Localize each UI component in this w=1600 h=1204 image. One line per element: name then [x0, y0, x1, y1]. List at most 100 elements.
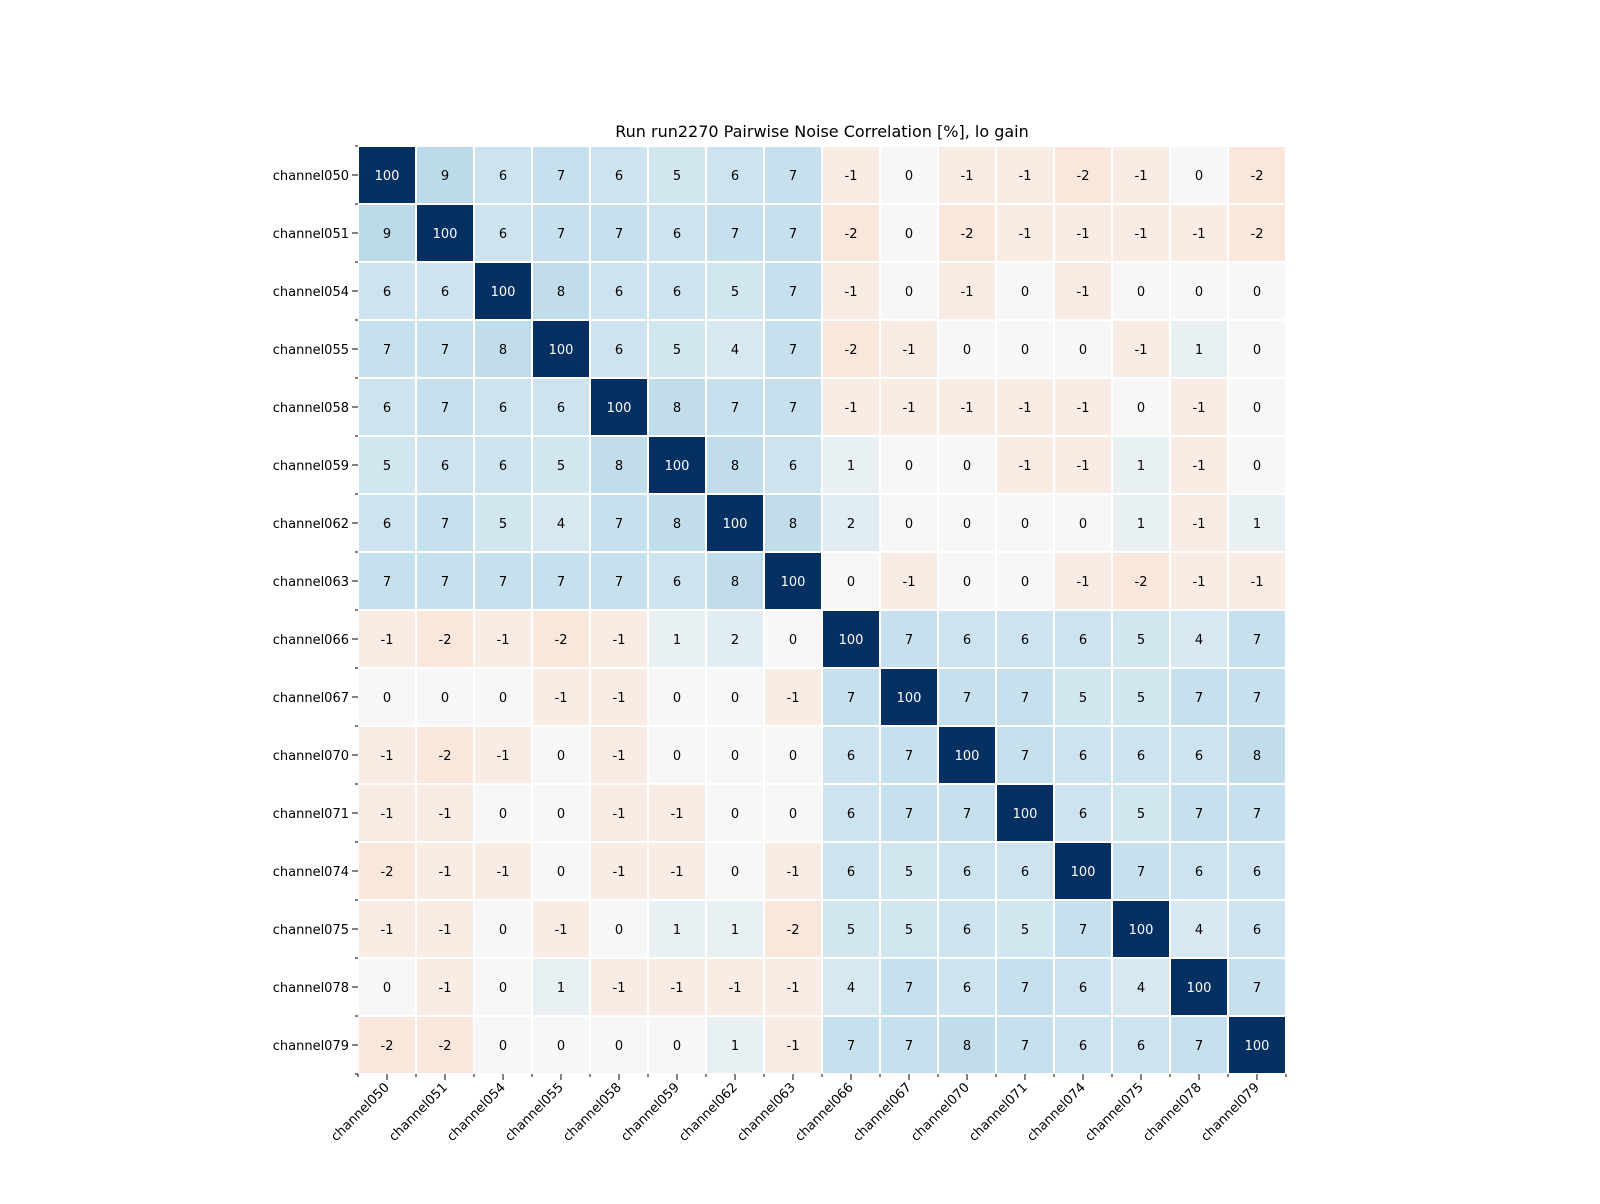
heatmap-cell — [1229, 1017, 1285, 1073]
cell-value-label: 6 — [557, 401, 565, 416]
heatmap-cell — [1171, 147, 1227, 203]
heatmap-cell — [591, 321, 647, 377]
cell-value-label: -2 — [845, 343, 858, 358]
heatmap-cell — [533, 147, 589, 203]
cell-value-label: -1 — [1019, 169, 1032, 184]
heatmap-cell — [533, 495, 589, 551]
cell-value-label: -1 — [439, 807, 452, 822]
y-tick-label: channel058 — [273, 401, 349, 416]
cell-value-label: 0 — [499, 981, 507, 996]
cell-value-label: 7 — [383, 343, 391, 358]
cell-value-label: 7 — [789, 285, 797, 300]
cell-value-label: -1 — [787, 865, 800, 880]
y-tick-label: channel071 — [273, 807, 349, 822]
heatmap-cell — [1113, 959, 1169, 1015]
cell-value-label: 6 — [615, 285, 623, 300]
cell-value-label: -1 — [1251, 575, 1264, 590]
heatmap-cell — [707, 959, 763, 1015]
heatmap-cell — [475, 437, 531, 493]
cell-value-label: 0 — [1021, 343, 1029, 358]
cell-value-label: 0 — [963, 459, 971, 474]
heatmap-cell — [1229, 553, 1285, 609]
heatmap-cell — [1229, 611, 1285, 667]
cell-value-label: -1 — [613, 981, 626, 996]
cell-value-label: 7 — [1021, 691, 1029, 706]
cell-value-label: 6 — [383, 401, 391, 416]
cell-value-label: 0 — [789, 807, 797, 822]
y-tick-label: channel066 — [273, 633, 349, 648]
heatmap-cell — [533, 437, 589, 493]
cell-value-label: 0 — [615, 1039, 623, 1054]
cell-value-label: -1 — [1019, 459, 1032, 474]
heatmap-cell — [649, 147, 705, 203]
cell-value-label: 7 — [615, 575, 623, 590]
cell-value-label: 6 — [963, 923, 971, 938]
heatmap-cell — [939, 495, 995, 551]
heatmap-cell — [765, 263, 821, 319]
heatmap-cell — [997, 147, 1053, 203]
cell-value-label: 4 — [731, 343, 739, 358]
cell-value-label: 7 — [963, 691, 971, 706]
cell-value-label: -1 — [555, 691, 568, 706]
cell-value-label: 7 — [1195, 691, 1203, 706]
cell-value-label: 6 — [1079, 749, 1087, 764]
cell-value-label: 100 — [839, 633, 864, 648]
x-tick-label: channel078 — [1140, 1080, 1205, 1145]
heatmap-cell — [1229, 495, 1285, 551]
cell-value-label: 4 — [847, 981, 855, 996]
cell-value-label: -1 — [497, 633, 510, 648]
x-tick-label: channel079 — [1198, 1080, 1263, 1145]
heatmap-cell — [359, 379, 415, 435]
cell-value-label: 6 — [673, 575, 681, 590]
cell-value-label: 5 — [905, 923, 913, 938]
cell-value-label: -2 — [1135, 575, 1148, 590]
cell-value-label: 0 — [1253, 285, 1261, 300]
heatmap-cell — [707, 205, 763, 261]
cell-value-label: -1 — [555, 923, 568, 938]
y-tick-label: channel067 — [273, 691, 349, 706]
heatmap-cell — [533, 1017, 589, 1073]
heatmap-cell — [939, 205, 995, 261]
heatmap-cell — [1113, 379, 1169, 435]
cell-value-label: -1 — [1193, 459, 1206, 474]
cell-value-label: 1 — [673, 923, 681, 938]
cell-value-label: -2 — [381, 1039, 394, 1054]
cell-value-label: 7 — [905, 981, 913, 996]
heatmap-cell — [591, 959, 647, 1015]
cell-value-label: 100 — [723, 517, 748, 532]
heatmap-cell — [417, 147, 473, 203]
heatmap-cell — [1171, 611, 1227, 667]
cell-value-label: 0 — [963, 343, 971, 358]
heatmap-cell — [823, 1017, 879, 1073]
heatmap-cell — [591, 147, 647, 203]
cell-value-label: -2 — [555, 633, 568, 648]
heatmap-cell — [765, 495, 821, 551]
heatmap-cell — [1055, 843, 1111, 899]
x-tick-label: channel070 — [908, 1080, 973, 1145]
cell-value-label: 6 — [499, 169, 507, 184]
heatmap-cell — [1171, 1017, 1227, 1073]
heatmap-cell — [939, 147, 995, 203]
cell-value-label: 8 — [789, 517, 797, 532]
heatmap-cell — [881, 553, 937, 609]
heatmap-cell — [649, 901, 705, 957]
heatmap-cell — [765, 379, 821, 435]
heatmap-cell — [417, 959, 473, 1015]
x-tick-label: channel066 — [792, 1080, 857, 1145]
heatmap-cell — [823, 843, 879, 899]
heatmap-cell — [475, 785, 531, 841]
cell-value-label: 7 — [789, 227, 797, 242]
cell-value-label: 7 — [905, 633, 913, 648]
heatmap-cell — [475, 611, 531, 667]
heatmap-cell — [649, 669, 705, 725]
cell-value-label: 0 — [557, 749, 565, 764]
heatmap-cell — [649, 843, 705, 899]
heatmap-cell — [417, 611, 473, 667]
cell-value-label: 0 — [789, 749, 797, 764]
cell-value-label: 6 — [963, 633, 971, 648]
cell-value-label: 0 — [499, 691, 507, 706]
x-tick-label: channel063 — [734, 1080, 799, 1145]
cell-value-label: 6 — [1253, 865, 1261, 880]
heatmap-cell — [1055, 669, 1111, 725]
